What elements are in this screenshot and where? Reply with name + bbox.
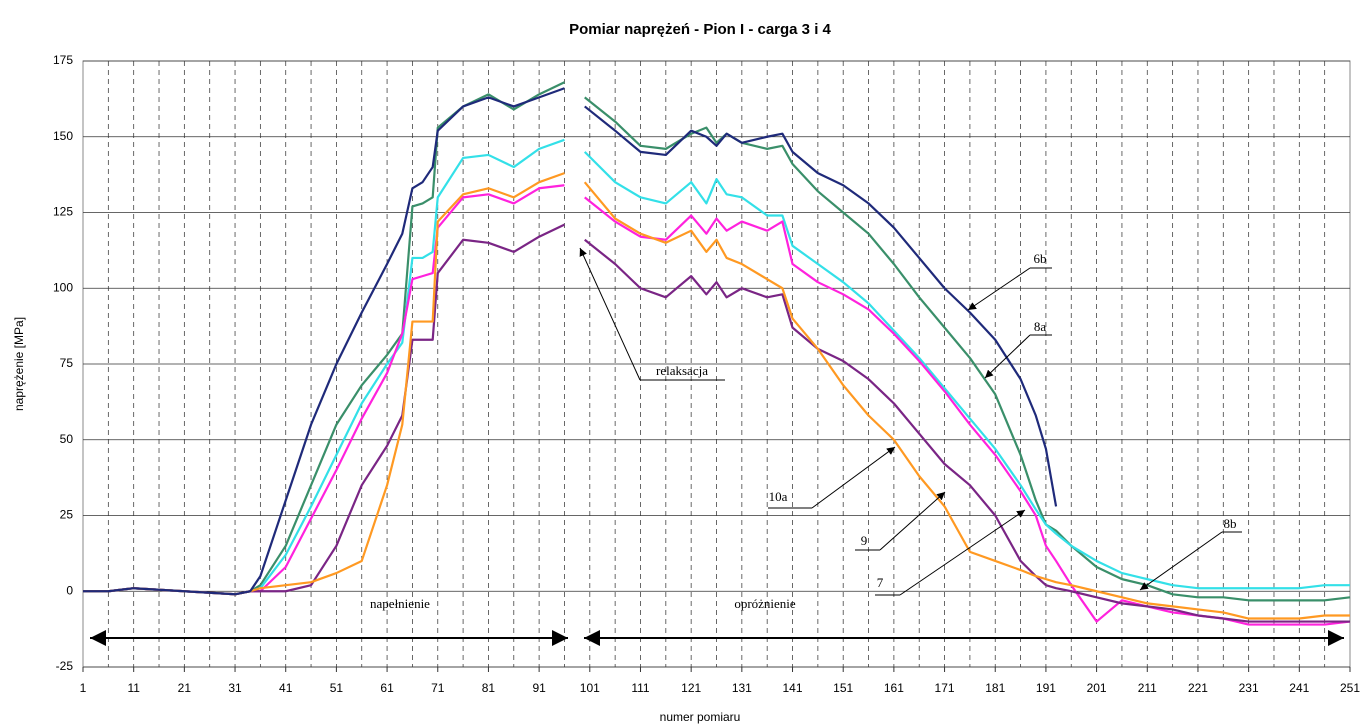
x-tick-label: 1 — [80, 681, 87, 695]
annotation-arrow — [811, 446, 896, 509]
y-tick-label: 100 — [53, 280, 73, 294]
x-tick-label: 131 — [732, 681, 752, 695]
annotation-arrow — [579, 247, 641, 381]
x-tick-label: 91 — [532, 681, 546, 695]
y-tick-label: 75 — [60, 356, 74, 370]
annotation: 9 — [861, 533, 868, 548]
x-tick-label: 241 — [1289, 681, 1309, 695]
x-tick-label: 191 — [1036, 681, 1056, 695]
annotation: 10a — [769, 489, 788, 504]
x-tick-label: 101 — [580, 681, 600, 695]
x-tick-label: 71 — [431, 681, 445, 695]
y-tick-label: 175 — [53, 53, 73, 67]
x-tick-label: 181 — [985, 681, 1005, 695]
y-tick-label: 125 — [53, 205, 73, 219]
x-tick-label: 51 — [330, 681, 344, 695]
x-tick-label: 221 — [1188, 681, 1208, 695]
annotation-arrow — [984, 334, 1031, 379]
x-tick-label: 31 — [228, 681, 242, 695]
x-tick-label: 211 — [1138, 681, 1157, 695]
x-axis-label: numer pomiaru — [660, 710, 741, 724]
annotation: 6b — [1034, 251, 1047, 266]
x-tick-label: 81 — [482, 681, 496, 695]
x-tick-label: 231 — [1239, 681, 1259, 695]
x-tick-label: 201 — [1087, 681, 1107, 695]
annotation: 8b — [1224, 516, 1237, 531]
chart-title: Pomiar naprężeń - Pion I - carga 3 i 4 — [569, 21, 831, 38]
annotation-arrow — [899, 509, 1026, 596]
x-tick-label: 41 — [279, 681, 293, 695]
annotation: relaksacja — [656, 363, 708, 378]
y-tick-label: 50 — [60, 432, 74, 446]
x-tick-label: 161 — [884, 681, 904, 695]
x-tick-label: 21 — [178, 681, 192, 695]
x-tick-label: 141 — [783, 681, 803, 695]
annotation: opróżnienie — [734, 596, 796, 611]
annotation-arrow — [967, 267, 1031, 311]
annotation: 8a — [1034, 319, 1047, 334]
y-tick-label: -25 — [56, 659, 74, 673]
x-tick-label: 121 — [681, 681, 701, 695]
y-tick-label: 25 — [60, 508, 74, 522]
annotation-arrow — [879, 491, 946, 551]
annotation: napełnienie — [370, 596, 430, 611]
x-tick-label: 171 — [935, 681, 955, 695]
annotation: 7 — [877, 575, 884, 590]
x-tick-label: 251 — [1340, 681, 1360, 695]
x-tick-label: 11 — [127, 681, 140, 695]
x-tick-label: 61 — [380, 681, 394, 695]
y-axis-label: naprężenie [MPa] — [12, 317, 26, 411]
x-tick-label: 151 — [833, 681, 853, 695]
series-line — [83, 87, 1058, 596]
x-tick-label: 111 — [631, 681, 650, 695]
y-tick-label: 0 — [66, 583, 73, 597]
annotation-arrow — [1139, 531, 1223, 591]
y-tick-label: 150 — [53, 129, 73, 143]
